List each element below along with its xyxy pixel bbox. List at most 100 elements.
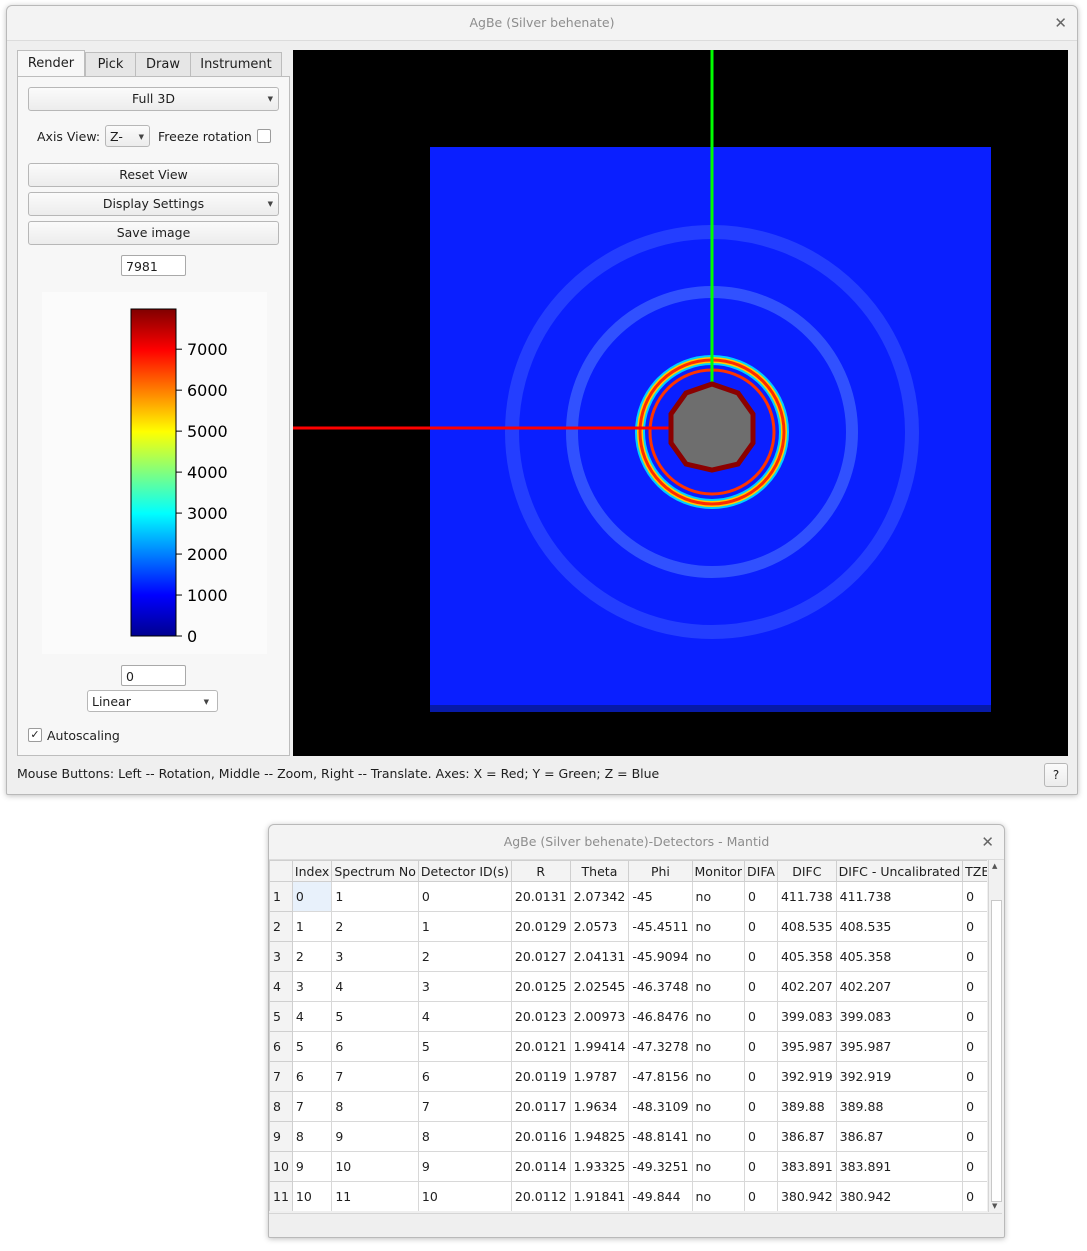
table-cell[interactable]: -47.3278 xyxy=(628,1031,693,1062)
table-cell[interactable]: 386.87 xyxy=(835,1121,964,1152)
row-header[interactable]: 6 xyxy=(269,1031,293,1062)
tab-pick[interactable]: Pick xyxy=(85,52,136,77)
table-cell[interactable]: 2.04131 xyxy=(569,941,630,972)
table-cell[interactable]: 2.07342 xyxy=(569,881,630,912)
column-header[interactable]: R xyxy=(510,860,571,882)
table-cell[interactable]: 10 xyxy=(291,1181,333,1211)
freeze-rotation-checkbox[interactable] xyxy=(257,129,271,143)
table-cell[interactable]: 402.207 xyxy=(835,971,964,1002)
table-cell[interactable]: 6 xyxy=(417,1061,512,1092)
column-header[interactable]: Index xyxy=(291,860,333,882)
table-cell[interactable]: -45 xyxy=(628,881,693,912)
table-cell[interactable]: 8 xyxy=(331,1091,419,1122)
table-cell[interactable]: 10 xyxy=(417,1181,512,1211)
row-header[interactable]: 8 xyxy=(269,1091,293,1122)
table-cell[interactable]: -48.8141 xyxy=(628,1121,693,1152)
table-vertical-scrollbar[interactable]: ▲ ▼ xyxy=(988,860,1003,1212)
table-cell[interactable]: 7 xyxy=(417,1091,512,1122)
table-cell[interactable]: no xyxy=(691,1001,746,1032)
table-cell[interactable]: 8 xyxy=(417,1121,512,1152)
table-cell[interactable]: 20.0127 xyxy=(510,941,571,972)
table-cell[interactable]: 383.891 xyxy=(835,1151,964,1182)
table-cell[interactable]: 20.0121 xyxy=(510,1031,571,1062)
table-cell[interactable]: 20.0125 xyxy=(510,971,571,1002)
table-row[interactable]: 8 7 8 7 20.0117 1.9634 -48.3109 no 0 389.88 389.88… xyxy=(269,1091,987,1122)
table-cell[interactable]: -46.3748 xyxy=(628,971,693,1002)
table-cell[interactable]: 405.358 xyxy=(776,941,837,972)
table-cell[interactable]: 0 xyxy=(744,1091,778,1122)
table-cell[interactable]: 0 xyxy=(744,1061,778,1092)
row-header[interactable]: 10 xyxy=(269,1151,293,1182)
table-cell[interactable]: 4 xyxy=(417,1001,512,1032)
table-cell[interactable]: 0 xyxy=(962,971,987,1002)
table-row[interactable]: 10 9 10 9 20.0114 1.93325 -49.3251 no 0 383.891 38… xyxy=(269,1151,987,1182)
table-cell[interactable]: 0 xyxy=(962,1061,987,1092)
instrument-3d-viewport[interactable] xyxy=(293,50,1068,756)
table-cell[interactable]: 0 xyxy=(962,1151,987,1182)
table-cell[interactable]: 3 xyxy=(331,941,419,972)
table-cell[interactable]: 20.0112 xyxy=(510,1181,571,1211)
table-cell[interactable]: 20.0114 xyxy=(510,1151,571,1182)
table-cell[interactable]: no xyxy=(691,1181,746,1211)
table-cell[interactable]: 383.891 xyxy=(776,1151,837,1182)
axis-view-dropdown[interactable]: Z- ▼ xyxy=(105,125,150,147)
table-cell[interactable]: 0 xyxy=(962,881,987,912)
table-row[interactable]: 9 8 9 8 20.0116 1.94825 -48.8141 no 0 386.87 386.8… xyxy=(269,1121,987,1152)
table-cell[interactable]: -48.3109 xyxy=(628,1091,693,1122)
table-cell[interactable]: 408.535 xyxy=(776,911,837,942)
table-cell[interactable]: 0 xyxy=(962,1181,987,1211)
table-cell[interactable]: 2.00973 xyxy=(569,1001,630,1032)
table-cell[interactable]: 402.207 xyxy=(776,971,837,1002)
table-cell[interactable]: 6 xyxy=(291,1061,333,1092)
table-cell[interactable]: 1.9787 xyxy=(569,1061,630,1092)
table-cell[interactable]: 399.083 xyxy=(776,1001,837,1032)
scroll-up-icon[interactable]: ▲ xyxy=(992,862,998,870)
row-header[interactable]: 3 xyxy=(269,941,293,972)
tab-render[interactable]: Render xyxy=(17,50,85,77)
scale-type-dropdown[interactable]: Linear ▼ xyxy=(87,690,218,712)
table-cell[interactable]: 0 xyxy=(417,881,512,912)
table-cell[interactable]: 20.0129 xyxy=(510,911,571,942)
table-row[interactable]: 4 3 4 3 20.0125 2.02545 -46.3748 no 0 402.207 402.… xyxy=(269,971,987,1002)
table-cell[interactable]: 408.535 xyxy=(835,911,964,942)
table-cell[interactable]: -49.844 xyxy=(628,1181,693,1211)
table-cell[interactable]: 20.0117 xyxy=(510,1091,571,1122)
column-header[interactable]: DIFA xyxy=(744,860,778,882)
tab-draw[interactable]: Draw xyxy=(135,52,191,77)
table-cell[interactable]: 5 xyxy=(291,1031,333,1062)
table-cell[interactable]: 7 xyxy=(331,1061,419,1092)
table-cell[interactable]: no xyxy=(691,971,746,1002)
row-header[interactable]: 2 xyxy=(269,911,293,942)
table-cell[interactable]: 0 xyxy=(744,1001,778,1032)
row-header[interactable]: 5 xyxy=(269,1001,293,1032)
table-cell[interactable]: 1 xyxy=(417,911,512,942)
table-cell[interactable]: no xyxy=(691,1031,746,1062)
table-horizontal-scrollbar[interactable] xyxy=(269,1213,1002,1236)
table-cell[interactable]: 0 xyxy=(962,911,987,942)
close-icon[interactable]: ✕ xyxy=(1054,14,1067,32)
table-cell[interactable]: -45.4511 xyxy=(628,911,693,942)
table-cell[interactable]: 4 xyxy=(291,1001,333,1032)
table-cell[interactable]: 405.358 xyxy=(835,941,964,972)
column-header[interactable]: Spectrum No xyxy=(331,860,419,882)
column-header[interactable]: Theta xyxy=(569,860,630,882)
scroll-down-icon[interactable]: ▼ xyxy=(992,1202,998,1210)
table-cell[interactable]: 1 xyxy=(291,911,333,942)
row-header[interactable]: 7 xyxy=(269,1061,293,1092)
table-cell[interactable]: 395.987 xyxy=(835,1031,964,1062)
table-cell[interactable]: 9 xyxy=(331,1121,419,1152)
table-cell[interactable]: no xyxy=(691,1091,746,1122)
table-cell[interactable]: 5 xyxy=(417,1031,512,1062)
table-cell[interactable]: 9 xyxy=(291,1151,333,1182)
table-cell[interactable]: 2.02545 xyxy=(569,971,630,1002)
table-cell[interactable]: 0 xyxy=(744,881,778,912)
table-cell[interactable]: 1.99414 xyxy=(569,1031,630,1062)
table-row[interactable]: 1 0 1 0 20.0131 2.07342 -45 no 0 411.738 411.738 0 xyxy=(269,881,987,912)
row-header[interactable]: 9 xyxy=(269,1121,293,1152)
table-cell[interactable]: 386.87 xyxy=(776,1121,837,1152)
row-header[interactable]: 11 xyxy=(269,1181,293,1211)
autoscaling-checkbox[interactable]: ✓ xyxy=(28,728,42,742)
table-cell[interactable]: 20.0123 xyxy=(510,1001,571,1032)
row-header[interactable]: 4 xyxy=(269,971,293,1002)
table-cell[interactable]: 1.93325 xyxy=(569,1151,630,1182)
